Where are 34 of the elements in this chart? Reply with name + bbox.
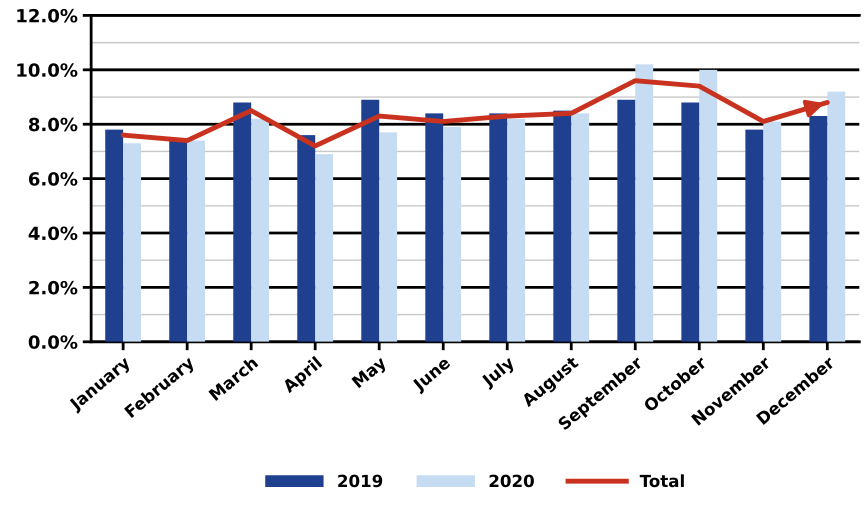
bar bbox=[489, 113, 508, 342]
y-tick-label: 6.0% bbox=[28, 172, 78, 186]
legend-label: Total bbox=[640, 474, 684, 488]
bar bbox=[251, 118, 270, 342]
bar bbox=[105, 130, 124, 342]
bar bbox=[635, 64, 654, 342]
y-tick-label: 4.0% bbox=[28, 226, 78, 240]
y-tick-label: 8.0% bbox=[28, 118, 78, 132]
bar bbox=[443, 126, 462, 342]
bar bbox=[361, 100, 380, 342]
bar bbox=[297, 135, 316, 342]
bar bbox=[315, 154, 334, 342]
bar bbox=[425, 113, 444, 342]
bar bbox=[233, 102, 252, 342]
bar bbox=[379, 132, 398, 342]
bar bbox=[187, 140, 206, 342]
bar bbox=[827, 92, 846, 342]
legend-label: 2019 bbox=[338, 474, 382, 488]
y-tick-label: 10.0% bbox=[17, 63, 78, 77]
legend-label: 2020 bbox=[490, 474, 534, 488]
bar bbox=[617, 100, 636, 342]
bar bbox=[123, 143, 142, 342]
bar bbox=[571, 113, 590, 342]
y-tick-label: 12.0% bbox=[17, 8, 78, 23]
bar bbox=[169, 140, 188, 342]
y-tick-label: 0.0% bbox=[28, 335, 78, 349]
bar bbox=[553, 110, 572, 342]
bar bbox=[763, 121, 782, 342]
bar bbox=[699, 70, 718, 342]
y-tick-label: 2.0% bbox=[29, 280, 78, 295]
line-series bbox=[120, 78, 830, 148]
bar bbox=[507, 118, 526, 342]
bar bbox=[745, 130, 764, 342]
bar bbox=[681, 102, 700, 342]
